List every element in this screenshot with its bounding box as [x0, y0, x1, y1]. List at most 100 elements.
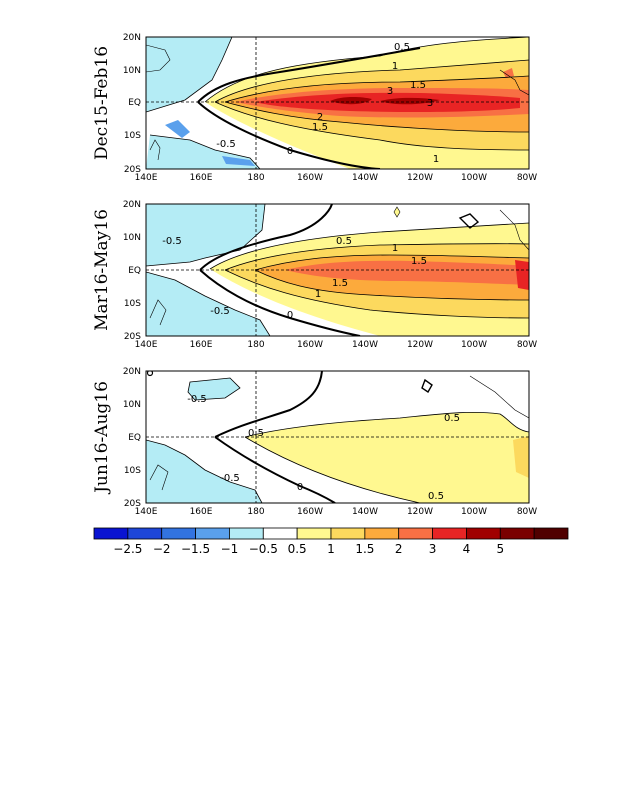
- colorbar: −2.5 −2 −1.5 −1 −0.5 0.5 1 1.5 2 3 4 5: [93, 527, 569, 556]
- panel-1-contour-labels: 0.5 1 1.5 2 3 3 1.5 -0.5 0 1: [216, 42, 439, 165]
- contour-label: 1: [433, 154, 439, 165]
- x-tick-label: 80W: [517, 173, 537, 183]
- x-tick-label: 160W: [297, 173, 323, 183]
- x-tick-label: 160W: [297, 340, 323, 350]
- y-tick-label: 20S: [124, 165, 141, 175]
- panel-2-x-ticks: 140E 160E 180 160W 140W 120W 100W 80W: [135, 340, 538, 350]
- colorbar-tick-label: 2: [395, 542, 403, 556]
- y-tick-label: 20N: [123, 200, 141, 210]
- x-tick-label: 100W: [461, 173, 487, 183]
- contour-label: -0.5: [216, 139, 236, 150]
- colorbar-tick-label: 5: [496, 542, 504, 556]
- y-tick-label: 10N: [123, 233, 141, 243]
- colorbar-tick-label: 1: [327, 542, 335, 556]
- x-tick-label: 140E: [135, 507, 158, 517]
- y-tick-label: EQ: [128, 98, 141, 108]
- y-tick-label: 10N: [123, 400, 141, 410]
- colorbar-swatch: [466, 527, 501, 540]
- colorbar-swatch: [161, 527, 196, 540]
- colorbar-tick-label: −1.5: [181, 542, 210, 556]
- x-tick-label: 100W: [461, 340, 487, 350]
- x-tick-label: 80W: [517, 507, 537, 517]
- panel-2-title: Mar16-May16: [92, 209, 112, 331]
- colorbar-tick-label: 1.5: [355, 542, 374, 556]
- x-tick-label: 140E: [135, 173, 158, 183]
- colorbar-swatch: [398, 527, 433, 540]
- panel-2-field: [146, 204, 529, 336]
- colorbar-swatch: [195, 527, 230, 540]
- panel-1: Dec15-Feb16 0.5 1 1.5 2 3 3 1.5 -0.5 0 1…: [92, 33, 537, 183]
- panel-3-x-ticks: 140E 160E 180 160W 140W 120W 100W 80W: [135, 507, 538, 517]
- colorbar-swatches: [93, 527, 569, 540]
- contour-label: 1: [392, 61, 398, 72]
- colorbar-swatch: [229, 527, 264, 540]
- panel-1-y-ticks: 20N 10N EQ 10S 20S: [123, 33, 141, 175]
- y-tick-label: EQ: [128, 433, 141, 443]
- panel-2: Mar16-May16 -0.5 0.5 1 1.5 1.5 1 -0.5 0 …: [92, 200, 537, 350]
- panel-1-field: [146, 37, 529, 169]
- x-tick-label: 180: [247, 173, 264, 183]
- x-tick-label: 180: [247, 340, 264, 350]
- panel-3-contour-labels: -0.5 0.5 0.5 -0.5 0 0.5: [187, 394, 460, 502]
- x-tick-label: 180: [247, 507, 264, 517]
- panel-3-title: Jun16-Aug16: [92, 381, 112, 495]
- contour-label: -0.5: [220, 473, 240, 484]
- colorbar-swatch: [93, 527, 129, 540]
- x-tick-label: 140W: [352, 173, 378, 183]
- x-tick-label: 160E: [190, 507, 213, 517]
- contour-label: 0: [297, 482, 303, 493]
- y-tick-label: 10S: [124, 299, 141, 309]
- colorbar-swatch: [262, 527, 298, 540]
- contour-label: -0.5: [210, 306, 230, 317]
- contour-label: -0.5: [162, 236, 182, 247]
- y-tick-label: 20N: [123, 367, 141, 377]
- y-tick-label: EQ: [128, 266, 141, 276]
- contour-label: 0.5: [336, 236, 352, 247]
- panel-3: Jun16-Aug16 -0.5 0.5 0.5 -0.5 0 0.5 20N …: [92, 367, 537, 517]
- x-tick-label: 140W: [352, 507, 378, 517]
- contour-label: 0: [287, 310, 293, 321]
- x-tick-label: 80W: [517, 340, 537, 350]
- contour-label: 3: [387, 86, 393, 97]
- panel-1-x-ticks: 140E 160E 180 160W 140W 120W 100W 80W: [135, 173, 538, 183]
- colorbar-swatch: [364, 527, 400, 540]
- colorbar-swatch: [533, 527, 569, 540]
- colorbar-tick-label: 0.5: [288, 542, 307, 556]
- colorbar-tick-label: 3: [429, 542, 437, 556]
- contour-label: 2: [317, 112, 323, 123]
- contour-label: 1.5: [410, 80, 426, 91]
- x-tick-label: 140E: [135, 340, 158, 350]
- colorbar-swatch: [432, 527, 467, 540]
- colorbar-tick-label: −1: [221, 542, 239, 556]
- y-tick-label: 20S: [124, 332, 141, 342]
- panel-2-contour-labels: -0.5 0.5 1 1.5 1.5 1 -0.5 0: [162, 236, 427, 321]
- colorbar-labels: −2.5 −2 −1.5 −1 −0.5 0.5 1 1.5 2 3 4 5: [113, 542, 504, 556]
- panel-1-frame: [145, 36, 530, 170]
- y-tick-label: 10S: [124, 131, 141, 141]
- x-tick-label: 120W: [407, 173, 433, 183]
- contour-label: 1: [392, 243, 398, 254]
- contour-label: -0.5: [187, 394, 207, 405]
- colorbar-tick-label: −0.5: [249, 542, 278, 556]
- colorbar-swatch: [296, 527, 332, 540]
- colorbar-tick-label: 4: [463, 542, 471, 556]
- x-tick-label: 140W: [352, 340, 378, 350]
- y-tick-label: 20S: [124, 499, 141, 509]
- contour-label: 1: [315, 289, 321, 300]
- x-tick-label: 100W: [461, 507, 487, 517]
- colorbar-swatch: [330, 527, 366, 540]
- colorbar-tick-label: −2.5: [113, 542, 142, 556]
- x-tick-label: 160E: [190, 173, 213, 183]
- contour-label: 1.5: [312, 122, 328, 133]
- x-tick-label: 120W: [407, 507, 433, 517]
- panel-1-title: Dec15-Feb16: [92, 46, 112, 160]
- contour-label: 0.5: [444, 413, 460, 424]
- contour-label: 0.5: [394, 42, 410, 53]
- panel-2-y-ticks: 20N 10N EQ 10S 20S: [123, 200, 141, 342]
- contour-label: 0.5: [248, 428, 264, 439]
- contour-label: 0: [287, 146, 293, 157]
- y-tick-label: 20N: [123, 33, 141, 43]
- contour-label: 3: [427, 98, 433, 109]
- y-tick-label: 10N: [123, 66, 141, 76]
